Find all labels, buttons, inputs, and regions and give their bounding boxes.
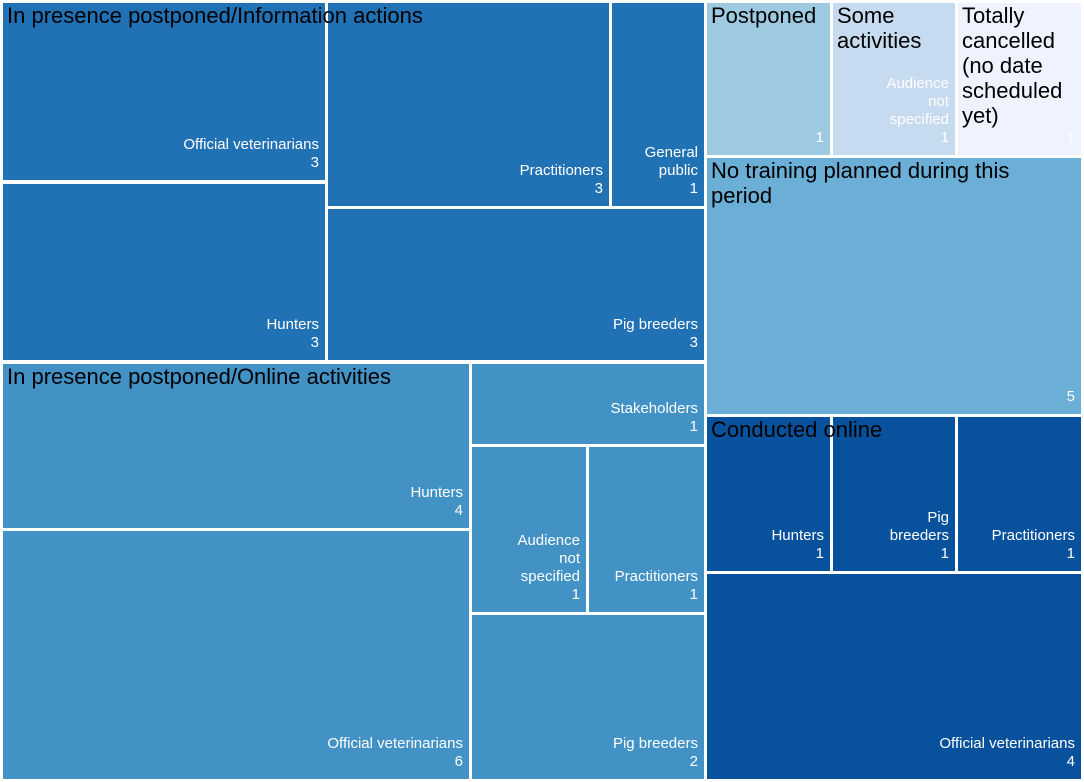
treemap-leaf: 1 Stakeholders bbox=[472, 364, 704, 444]
treemap-leaf-value: 1 bbox=[815, 129, 824, 146]
treemap-leaf-label: Official veterinarians bbox=[327, 735, 463, 752]
treemap-leaf-value: 6 bbox=[454, 753, 463, 770]
treemap-leaf: 4 Hunters bbox=[3, 364, 469, 528]
treemap-leaf: 4 Official veterinarians bbox=[707, 574, 1081, 779]
treemap-leaf-label: Practitioners bbox=[519, 162, 603, 179]
treemap-leaf-label: Audience not specified bbox=[886, 75, 949, 128]
treemap-leaf-label: Hunters bbox=[410, 484, 463, 501]
treemap-leaf-value: 3 bbox=[689, 334, 698, 351]
treemap-leaf-value: 2 bbox=[689, 753, 698, 770]
treemap-leaf-label: Hunters bbox=[771, 527, 824, 544]
treemap-leaf-value: 3 bbox=[594, 180, 603, 197]
treemap-leaf-value: 1 bbox=[689, 180, 698, 197]
treemap-leaf-label: Pig breeders bbox=[889, 509, 949, 544]
treemap-leaf: 3 Hunters bbox=[3, 184, 325, 360]
treemap-leaf: 3 Practitioners bbox=[328, 3, 609, 206]
treemap-leaf-value: 1 bbox=[571, 586, 580, 603]
treemap-leaf: 1 General public bbox=[612, 3, 704, 206]
treemap-leaf: 2 Pig breeders bbox=[472, 615, 704, 779]
treemap-group-label: Postponed bbox=[711, 3, 817, 28]
treemap-leaf-label: Official veterinarians bbox=[939, 735, 1075, 752]
treemap-leaf: 1 Pig breeders bbox=[833, 417, 955, 571]
treemap-group-label: In presence postponed/Information action… bbox=[7, 3, 423, 28]
treemap-leaf: Totally cancelled (no date scheduled yet… bbox=[958, 3, 1081, 155]
treemap-leaf-value: 1 bbox=[689, 586, 698, 603]
treemap-group-label: Totally cancelled (no date scheduled yet… bbox=[962, 3, 1063, 128]
treemap-leaf: 1 Practitioners bbox=[958, 417, 1081, 571]
treemap-group-label: In presence postponed/Online activities bbox=[7, 364, 392, 389]
treemap-leaf-label: Pig breeders bbox=[612, 316, 698, 333]
treemap-leaf: 1 Practitioners bbox=[589, 447, 704, 612]
treemap-leaf: No training planned during this period 5 bbox=[707, 158, 1081, 414]
treemap-leaf-value: 5 bbox=[1066, 388, 1075, 405]
treemap-leaf-label: Practitioners bbox=[991, 527, 1075, 544]
treemap-leaf-label: Pig breeders bbox=[612, 735, 698, 752]
treemap-leaf-value: 4 bbox=[1066, 753, 1075, 770]
treemap-leaf: 3 Pig breeders bbox=[328, 209, 704, 360]
treemap-leaf-label: Official veterinarians bbox=[183, 136, 319, 153]
treemap-leaf-label: Practitioners bbox=[614, 568, 698, 585]
treemap-leaf-value: 3 bbox=[310, 334, 319, 351]
treemap-leaf-value: 1 bbox=[940, 129, 949, 146]
treemap-leaf-label: Stakeholders bbox=[610, 400, 698, 417]
treemap-group-label: Conducted online bbox=[711, 417, 883, 442]
treemap-leaf: 1 Audience not specified bbox=[833, 3, 955, 155]
treemap-leaf: 6 Official veterinarians bbox=[3, 531, 469, 779]
treemap-group-label: Some activities bbox=[837, 3, 922, 53]
treemap-leaf-value: 1 bbox=[1066, 545, 1075, 562]
treemap-leaf-value: 1 bbox=[815, 545, 824, 562]
treemap-leaf-value: 1 bbox=[1066, 129, 1075, 146]
treemap-leaf-label: Audience not specified bbox=[517, 532, 580, 585]
treemap-leaf-value: 1 bbox=[940, 545, 949, 562]
treemap-leaf: 3 Official veterinarians bbox=[3, 3, 325, 180]
treemap-leaf: 1 Hunters bbox=[707, 417, 830, 571]
treemap-leaf-label: Hunters bbox=[266, 316, 319, 333]
treemap-leaf-value: 3 bbox=[310, 154, 319, 171]
treemap-leaf: 1 Audience not specified bbox=[472, 447, 586, 612]
treemap-leaf-label: General public bbox=[644, 144, 698, 179]
treemap-leaf-value: 1 bbox=[689, 418, 698, 435]
treemap-leaf: Postponed 1 bbox=[707, 3, 830, 155]
treemap-leaf-value: 4 bbox=[454, 502, 463, 519]
treemap-group-label: No training planned during this period bbox=[711, 158, 1010, 208]
